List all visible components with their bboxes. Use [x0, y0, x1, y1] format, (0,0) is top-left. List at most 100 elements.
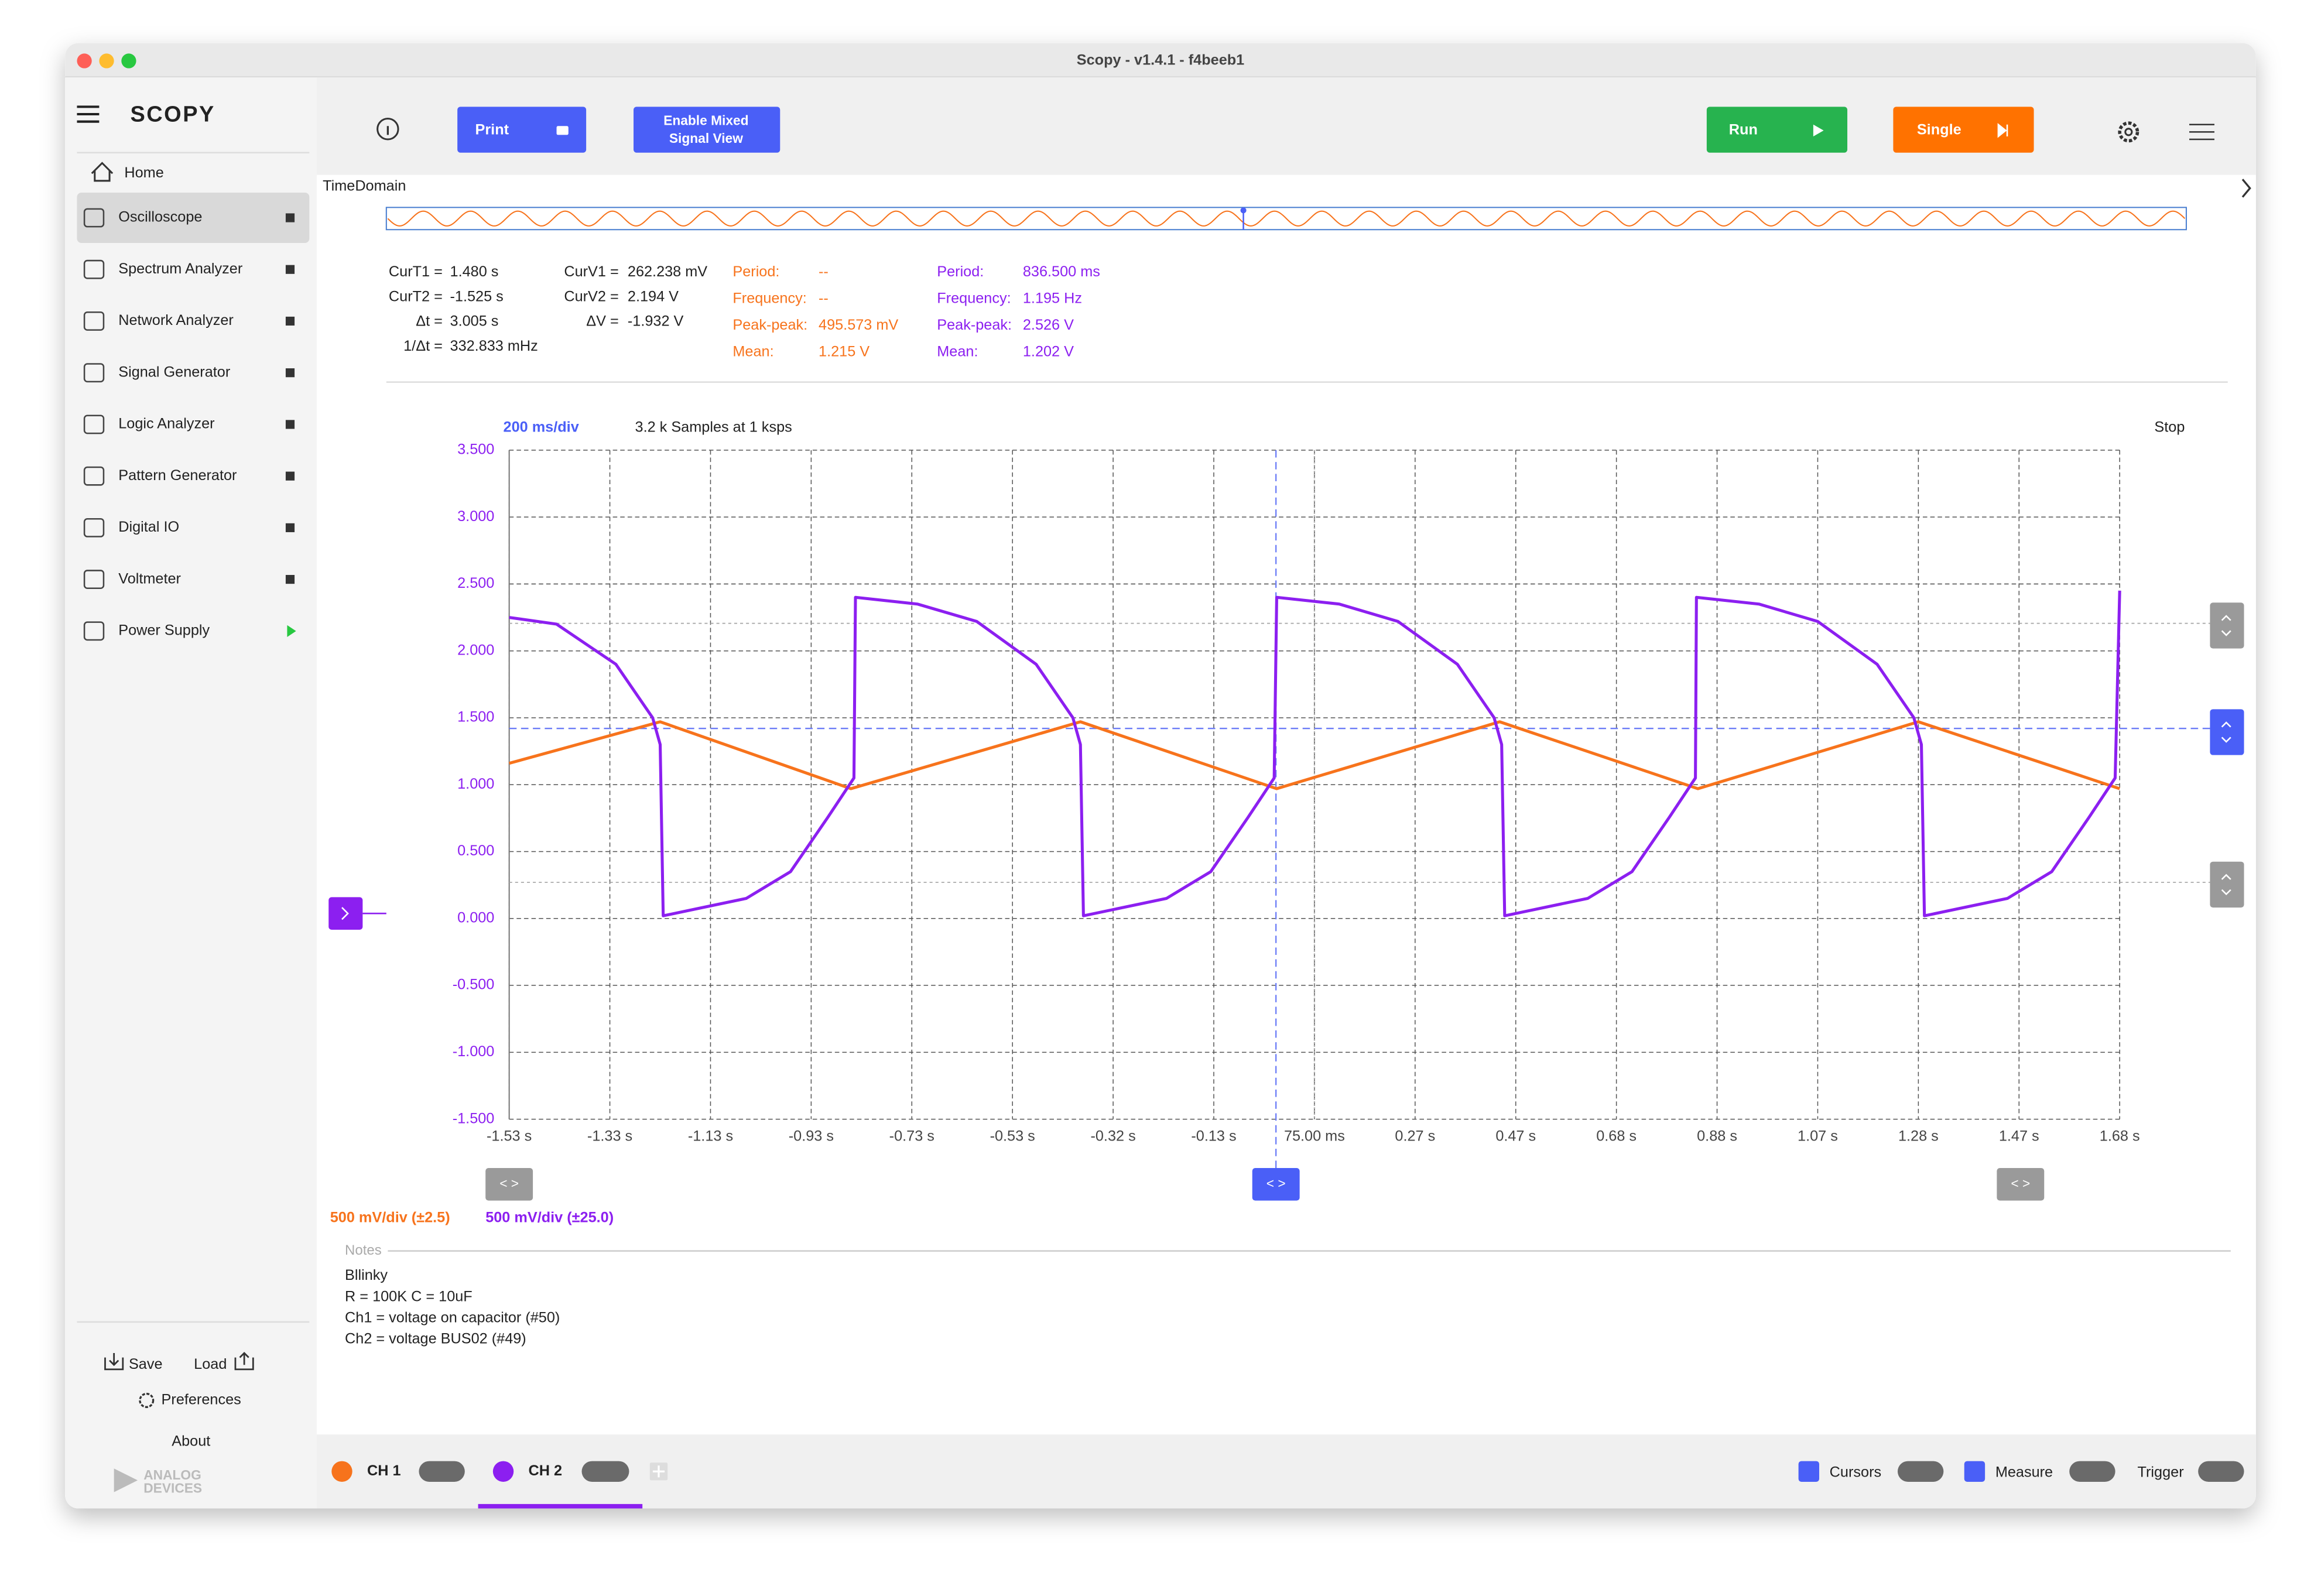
- cursor-handle[interactable]: [2210, 602, 2244, 649]
- settings-button[interactable]: [2118, 121, 2139, 143]
- load-button[interactable]: Load: [194, 1356, 227, 1372]
- cursors-label[interactable]: Cursors: [1830, 1464, 1881, 1480]
- preferences-button[interactable]: Preferences: [162, 1392, 241, 1408]
- tool-icon: [83, 415, 105, 434]
- measurement-label: Peak-peak:: [937, 317, 1012, 333]
- ch2-label[interactable]: CH 2: [529, 1463, 563, 1479]
- x-tick-label: -0.53 s: [990, 1128, 1035, 1145]
- x-tick-label: -1.33 s: [587, 1128, 632, 1145]
- x-tick-label: -0.93 s: [789, 1128, 834, 1145]
- x-tick-label: -1.53 s: [487, 1128, 532, 1145]
- tool-link[interactable]: Spectrum Analyzer: [118, 261, 242, 277]
- brand-text: DEVICES: [143, 1481, 202, 1496]
- tool-link[interactable]: Voltmeter: [118, 570, 181, 587]
- readout-value: 332.833 mHz: [450, 338, 538, 354]
- cursors-color: [1798, 1461, 1819, 1482]
- x-tick-label: 1.07 s: [1798, 1128, 1838, 1145]
- tool-status: [285, 523, 295, 532]
- cursor-handle[interactable]: < >: [1997, 1168, 2045, 1201]
- readout-value: 262.238 mV: [628, 263, 707, 280]
- measurement-value: 2.526 V: [1023, 317, 1074, 333]
- measurement-label: Period:: [732, 263, 779, 280]
- overview-marker-head: [1240, 207, 1247, 214]
- readout-value: 3.005 s: [450, 313, 499, 330]
- measure-toggle[interactable]: [2069, 1461, 2115, 1482]
- save-icon: [104, 1353, 124, 1371]
- ch1-label[interactable]: CH 1: [367, 1463, 401, 1479]
- measurement-value: 495.573 mV: [819, 317, 898, 333]
- readout-value: -1.525 s: [450, 288, 504, 304]
- window: [65, 43, 2256, 1509]
- readout-label: 1/Δt =: [403, 338, 443, 354]
- single-button[interactable]: [1893, 107, 2034, 153]
- svg-text:< >: < >: [1266, 1176, 1286, 1191]
- svg-text:< >: < >: [2011, 1176, 2030, 1191]
- channel-offset-handle[interactable]: [328, 897, 386, 930]
- tool-link[interactable]: Logic Analyzer: [118, 416, 214, 432]
- measure-label[interactable]: Measure: [1995, 1464, 2053, 1480]
- readout-value: -1.932 V: [628, 313, 684, 330]
- overview-waveform: [387, 210, 2186, 227]
- active-tool-highlight: [77, 193, 310, 243]
- add-glyph: [652, 1465, 665, 1478]
- mixed-signal-button[interactable]: [634, 107, 780, 153]
- save-button[interactable]: Save: [129, 1356, 163, 1372]
- print-icon: [556, 126, 569, 135]
- trigger-toggle[interactable]: [2198, 1461, 2244, 1482]
- print-button[interactable]: [457, 107, 587, 153]
- home-link[interactable]: Home: [124, 165, 163, 181]
- y-tick-label: 1.000: [457, 776, 494, 792]
- ch1-toggle[interactable]: [419, 1461, 465, 1482]
- tool-icon: [83, 570, 105, 590]
- tool-link[interactable]: Power Supply: [118, 622, 210, 639]
- y-tick-label: 0.500: [457, 842, 494, 859]
- tool-link[interactable]: Digital IO: [118, 519, 179, 535]
- brand-logo: [114, 1468, 138, 1492]
- run-button[interactable]: [1706, 107, 1848, 153]
- info-button[interactable]: [376, 118, 399, 141]
- cursor-handle[interactable]: [2210, 709, 2244, 755]
- tool-status: [285, 420, 295, 429]
- x-tick-label: 1.47 s: [1999, 1128, 2039, 1145]
- measurement-value: --: [819, 263, 829, 280]
- run-icon: [1813, 124, 1824, 136]
- minimize-button[interactable]: [99, 53, 114, 69]
- panel-button[interactable]: [2189, 124, 2214, 141]
- cursor-handle[interactable]: < >: [485, 1168, 533, 1201]
- measurement-label: Peak-peak:: [732, 317, 807, 333]
- readout-label: Δt =: [416, 313, 443, 330]
- close-button[interactable]: [77, 53, 92, 69]
- x-tick-label: 0.88 s: [1697, 1128, 1737, 1145]
- load-icon: [234, 1352, 254, 1371]
- trigger-label[interactable]: Trigger: [2138, 1464, 2184, 1480]
- cursor-handle[interactable]: < >: [1252, 1168, 1300, 1201]
- window-title: Scopy - v1.4.1 - f4beeb1: [1077, 52, 1244, 69]
- cursor-handle[interactable]: [2210, 861, 2244, 908]
- expand-arrow[interactable]: [2241, 179, 2251, 198]
- tool-icon: [83, 311, 105, 331]
- logo: SCOPY: [130, 102, 215, 127]
- y-tick-label: 3.500: [457, 441, 494, 458]
- ch2-selected: [478, 1503, 643, 1509]
- menu-icon[interactable]: [77, 105, 100, 123]
- tool-status: [285, 213, 295, 222]
- measurement-label: Mean:: [732, 344, 773, 360]
- ch2-toggle[interactable]: [581, 1461, 629, 1482]
- tool-link[interactable]: Oscilloscope: [118, 209, 202, 225]
- x-tick-label: -1.13 s: [688, 1128, 733, 1145]
- cursors-toggle[interactable]: [1897, 1461, 1944, 1482]
- y-tick-label: 2.500: [457, 575, 494, 591]
- tool-link[interactable]: Network Analyzer: [118, 312, 234, 328]
- print-label: Print: [475, 122, 509, 138]
- zoom-button[interactable]: [121, 53, 136, 69]
- brand-text: ANALOG: [143, 1467, 201, 1482]
- tool-status: [285, 575, 295, 584]
- tool-icon: [83, 621, 105, 641]
- tool-link[interactable]: Pattern Generator: [118, 467, 237, 484]
- measurement-value: 1.215 V: [819, 344, 869, 360]
- tool-link[interactable]: Signal Generator: [118, 364, 230, 380]
- measurement-value: 836.500 ms: [1023, 263, 1100, 280]
- y-tick-label: 0.000: [457, 909, 494, 926]
- about-button[interactable]: About: [172, 1433, 210, 1449]
